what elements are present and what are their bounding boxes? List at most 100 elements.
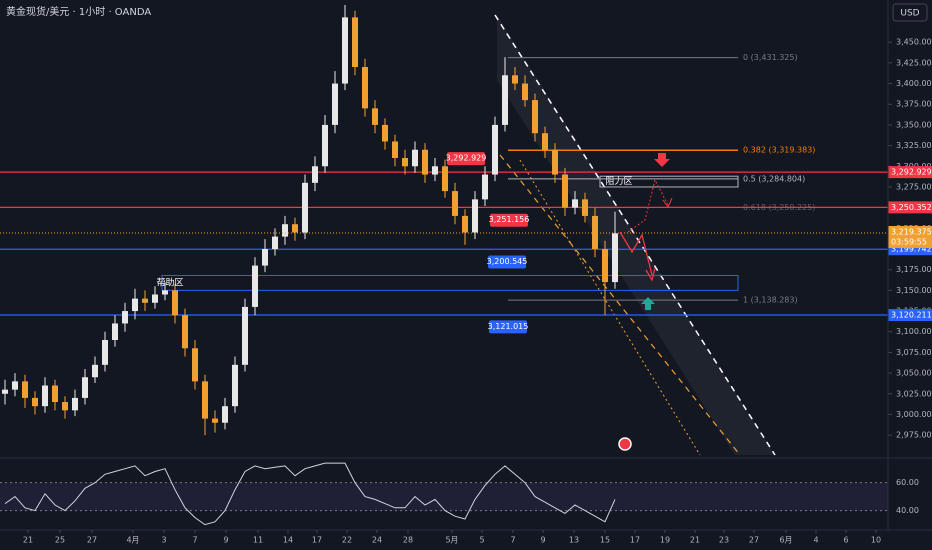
fib-label: 0.382 (3,319.383) (743, 146, 815, 155)
candle-body (192, 348, 198, 382)
level-tag (447, 152, 485, 166)
candle-body (32, 397, 38, 407)
y-tick-label: 3,050.000 (896, 369, 932, 378)
zone (599, 175, 739, 188)
level-tag-label: 3,200.545 (487, 257, 528, 266)
candle-body (402, 158, 408, 167)
up-arrow (641, 297, 655, 310)
x-tick-label: 15 (600, 536, 610, 545)
candle-body (292, 224, 298, 233)
candle-body (512, 75, 518, 84)
current-price-tag (888, 225, 932, 248)
candle-body (242, 306, 248, 365)
candle-body (572, 199, 578, 208)
x-tick-label: 7 (192, 536, 197, 545)
currency-box[interactable] (892, 3, 928, 22)
x-tick-label: 5 (479, 536, 484, 545)
x-tick-label: 28 (403, 536, 413, 545)
level-tag-label: 3,121.015 (488, 322, 529, 331)
y-tick-label: 3,075.000 (896, 348, 932, 357)
candle-body (202, 381, 208, 419)
x-tick-label: 7 (510, 536, 515, 545)
countdown: 03:59:55 (891, 237, 927, 246)
candle-body (522, 83, 528, 101)
x-tick-label: 6月 (779, 536, 792, 545)
x-tick-label: 9 (223, 536, 228, 545)
y-tick-label: 2,975.000 (896, 431, 932, 440)
y-tick-label: 3,025.000 (896, 389, 932, 398)
candle-body (62, 402, 68, 411)
candle-body (132, 298, 138, 312)
y-tick-label: 3,375.000 (896, 100, 932, 109)
candle-body (102, 340, 108, 365)
candle-body (452, 191, 458, 216)
level-tag-label: 3,292.929 (446, 154, 487, 163)
candle-body (382, 124, 388, 142)
channel-lower (499, 154, 741, 456)
candle-body (582, 199, 588, 216)
x-tick-label: 27 (749, 536, 759, 545)
arrow-path (619, 231, 653, 276)
candle-body (422, 149, 428, 175)
candle-body (462, 215, 468, 233)
down-arrow (654, 153, 670, 167)
candle-body (502, 75, 508, 125)
event-icon (618, 437, 632, 451)
y-tick-label: 3,450.000 (896, 38, 932, 47)
candle-body (602, 249, 608, 283)
candle-body (2, 389, 8, 394)
rsi-tick-label: 60.00 (896, 478, 919, 487)
x-tick-label: 22 (342, 536, 352, 545)
candle-body (232, 364, 238, 407)
candle-body (562, 174, 568, 208)
current-price-label: 3,219.375 (891, 227, 932, 236)
candle-body (252, 265, 258, 307)
x-tick-label: 17 (630, 536, 640, 545)
x-tick-label: 9 (540, 536, 545, 545)
candle-body (272, 236, 278, 250)
y-tick-label: 3,275.000 (896, 182, 932, 191)
candle-body (42, 385, 48, 407)
candle-body (222, 406, 228, 423)
arrow-head (662, 197, 673, 209)
y-tick-label: 3,175.000 (896, 265, 932, 274)
level-tag (488, 255, 526, 269)
candle-body (112, 323, 118, 341)
candle-body (492, 124, 498, 175)
candle-body (592, 215, 598, 250)
candle-body (82, 377, 88, 398)
candle-body (162, 290, 168, 295)
fib-label: 0.5 (3,284.804) (743, 174, 805, 183)
y-tick-label: 3,425.000 (896, 58, 932, 67)
price-tag-label: 3,120.211 (891, 311, 932, 320)
candle-body (362, 67, 368, 109)
candle-body (302, 182, 308, 233)
fib-label: 1 (3,138.283) (743, 296, 798, 305)
arrow-head (645, 267, 656, 282)
drawings-back (494, 14, 776, 456)
rsi-tick-label: 40.00 (896, 506, 919, 515)
candle-body (312, 166, 318, 183)
channel-fill (497, 15, 775, 455)
candle-body (322, 124, 328, 167)
zone (161, 274, 739, 291)
candle-body (332, 83, 338, 125)
candle-body (432, 166, 438, 175)
x-tick-label: 4 (813, 536, 818, 545)
x-tick-label: 4月 (126, 536, 139, 545)
x-tick-label: 14 (283, 536, 293, 545)
candle-body (52, 385, 58, 403)
candle-body (472, 199, 478, 233)
chart-title: 黄金现货/美元 · 1小时 · OANDA (6, 5, 151, 18)
y-tick-label: 3,100.000 (896, 327, 932, 336)
x-tick-label: 10 (871, 536, 881, 545)
x-tick-label: 21 (690, 536, 700, 545)
x-tick-label: 5月 (445, 536, 458, 545)
x-tick-label: 6 (843, 536, 848, 545)
y-tick-label: 3,000.000 (896, 410, 932, 419)
channel-upper (494, 14, 776, 456)
candle-body (152, 294, 158, 303)
zone-label: 阻力区 (605, 175, 632, 187)
